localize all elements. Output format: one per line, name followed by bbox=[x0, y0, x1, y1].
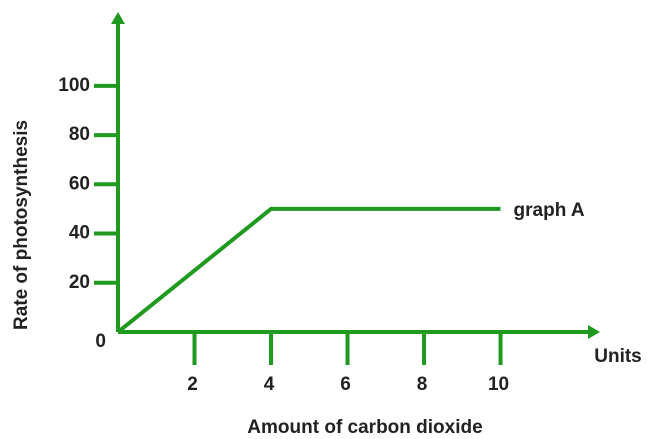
x-tick-label: 2 bbox=[187, 374, 198, 395]
series-label: graph A bbox=[514, 200, 585, 221]
data-line bbox=[116, 206, 501, 334]
y-axis-label: Rate of photosynthesis bbox=[11, 120, 32, 330]
y-tick-label: 0 bbox=[95, 331, 106, 352]
y-tick-label: 40 bbox=[69, 223, 90, 244]
y-axis-arrow bbox=[111, 12, 125, 24]
x-axis-label: Amount of carbon dioxide bbox=[247, 417, 482, 438]
x-tick-label: 4 bbox=[264, 374, 275, 395]
y-tick-label: 100 bbox=[58, 75, 90, 96]
x-tick-label: 8 bbox=[417, 374, 428, 395]
x-axis-arrow bbox=[588, 325, 600, 339]
x-tick-label: 6 bbox=[340, 374, 351, 395]
x-tick-label: 10 bbox=[488, 374, 509, 395]
y-tick-label: 80 bbox=[69, 124, 90, 145]
y-tick-label: 20 bbox=[69, 272, 90, 293]
x-unit-label: Units bbox=[594, 346, 642, 367]
y-tick-label: 60 bbox=[69, 173, 90, 194]
